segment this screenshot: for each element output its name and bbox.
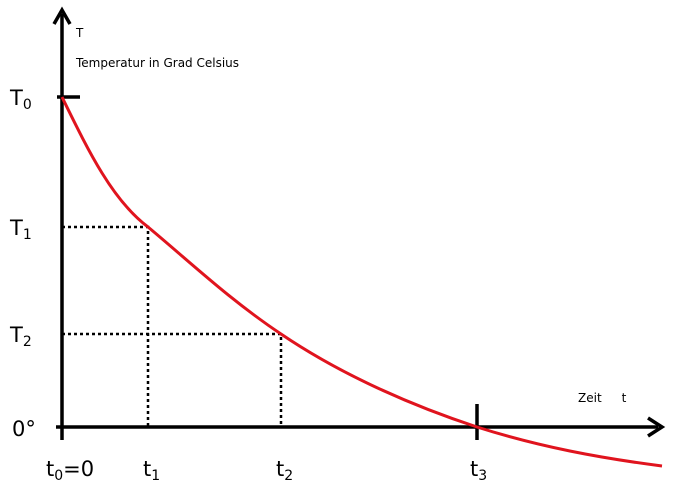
label-base: T [9,86,23,110]
label-base: t [143,457,151,481]
label-sub: 0 [54,468,63,484]
y-label: T2 [9,323,32,350]
y-label: T1 [9,216,32,243]
cooling-curve [60,96,663,468]
label-sub: 3 [478,468,487,484]
label-suffix: =0 [63,457,94,481]
guide-t2 [62,332,283,427]
x-label: t3 [470,457,487,484]
label-base: t [470,457,478,481]
label-sub: 1 [23,227,32,243]
label-sub: 2 [23,334,32,350]
y-label: T0 [9,86,32,113]
x-axis-title: Zeit t [578,391,627,405]
y-title: Temperatur in Grad Celsius [75,56,239,70]
label-base: T [9,323,23,347]
dotted-guides [62,225,283,427]
label-sub: 1 [151,468,160,484]
label-base: T [9,216,23,240]
guide-t1 [62,225,150,427]
y-label: 0° [12,417,36,441]
label-base: t [46,457,54,481]
x-symbol: t [622,391,627,405]
axes [52,6,666,440]
label-sub: 2 [284,468,293,484]
y-arrow [52,6,72,25]
y-symbol: T [75,26,84,40]
x-title: Zeit [578,391,602,405]
label-base: t [276,457,284,481]
x-arrow [647,416,666,438]
x-label: t1 [143,457,160,484]
label-sub: 0 [23,97,32,113]
x-label: t0=0 [46,457,94,484]
x-label: t2 [276,457,293,484]
